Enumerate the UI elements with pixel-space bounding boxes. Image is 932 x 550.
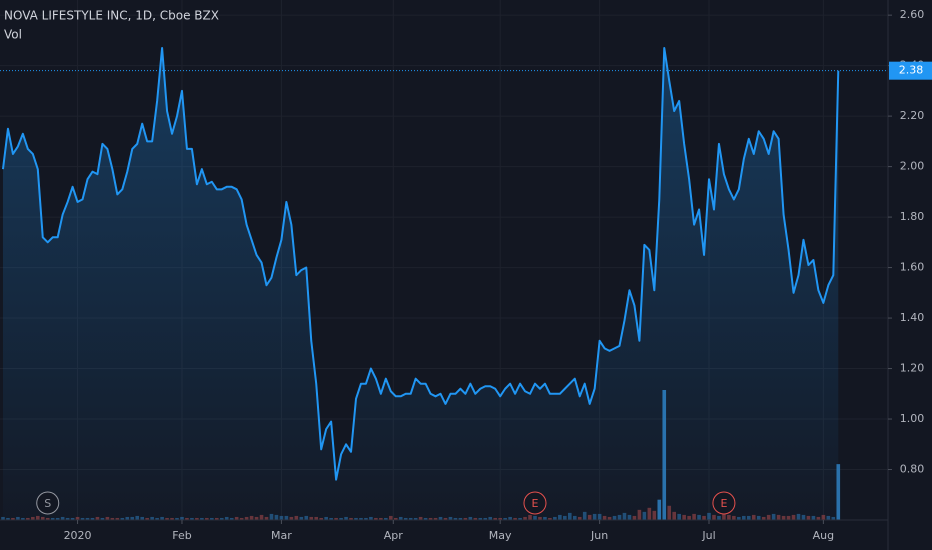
x-tick-label: May bbox=[489, 529, 512, 542]
y-tick-label: 2.00 bbox=[900, 160, 925, 173]
last-price-box bbox=[889, 61, 932, 80]
x-tick-label: Apr bbox=[384, 529, 404, 542]
x-tick-label: Jun bbox=[590, 529, 608, 542]
axes: 0.801.001.201.401.601.802.002.202.402.60… bbox=[36, 8, 932, 542]
y-tick-label: 1.80 bbox=[900, 210, 925, 223]
y-tick-label: 1.20 bbox=[900, 362, 925, 375]
event-marker bbox=[712, 491, 736, 515]
y-tick-label: 2.20 bbox=[900, 109, 925, 122]
event-marker bbox=[523, 491, 547, 515]
y-tick-label: 2.60 bbox=[900, 8, 925, 21]
event-label: E bbox=[532, 497, 539, 510]
event-label: E bbox=[720, 497, 727, 510]
event-marker bbox=[36, 491, 60, 515]
last-price-label: 2.38 bbox=[899, 64, 924, 77]
price-line bbox=[1, 46, 840, 481]
x-tick-label: Aug bbox=[813, 529, 834, 542]
y-tick-label: 1.40 bbox=[900, 311, 925, 324]
x-tick-label: 2020 bbox=[64, 529, 92, 542]
y-tick-label: 1.00 bbox=[900, 412, 925, 425]
y-tick-label: 1.60 bbox=[900, 261, 925, 274]
subtitle: Vol bbox=[4, 28, 22, 42]
x-tick-label: Jul bbox=[701, 529, 715, 542]
event-label: S bbox=[44, 497, 51, 510]
x-tick-label: Feb bbox=[172, 529, 191, 542]
area-fill bbox=[2, 47, 839, 521]
plot bbox=[0, 46, 888, 521]
x-tick-label: Mar bbox=[271, 529, 292, 542]
y-tick-label: 0.80 bbox=[900, 463, 925, 476]
chart-title: NOVA LIFESTYLE INC, 1D, Cboe BZX bbox=[4, 9, 219, 23]
